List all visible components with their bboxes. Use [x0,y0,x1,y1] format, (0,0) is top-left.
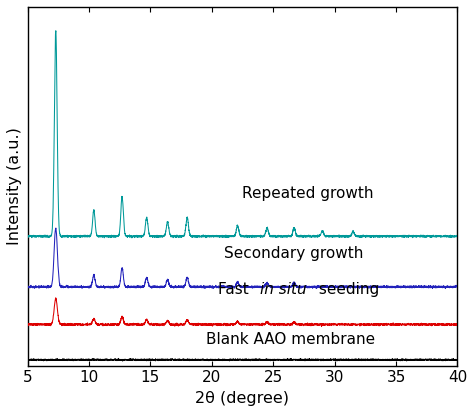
Text: Repeated growth: Repeated growth [243,186,374,201]
Text: seeding: seeding [314,282,379,297]
X-axis label: 2θ (degree): 2θ (degree) [195,391,290,406]
Text: Secondary growth: Secondary growth [224,246,364,261]
Text: in situ: in situ [260,282,306,297]
Text: Fast: Fast [218,282,254,297]
Y-axis label: Intensity (a.u.): Intensity (a.u.) [7,127,22,245]
Text: Blank AAO membrane: Blank AAO membrane [206,332,375,347]
